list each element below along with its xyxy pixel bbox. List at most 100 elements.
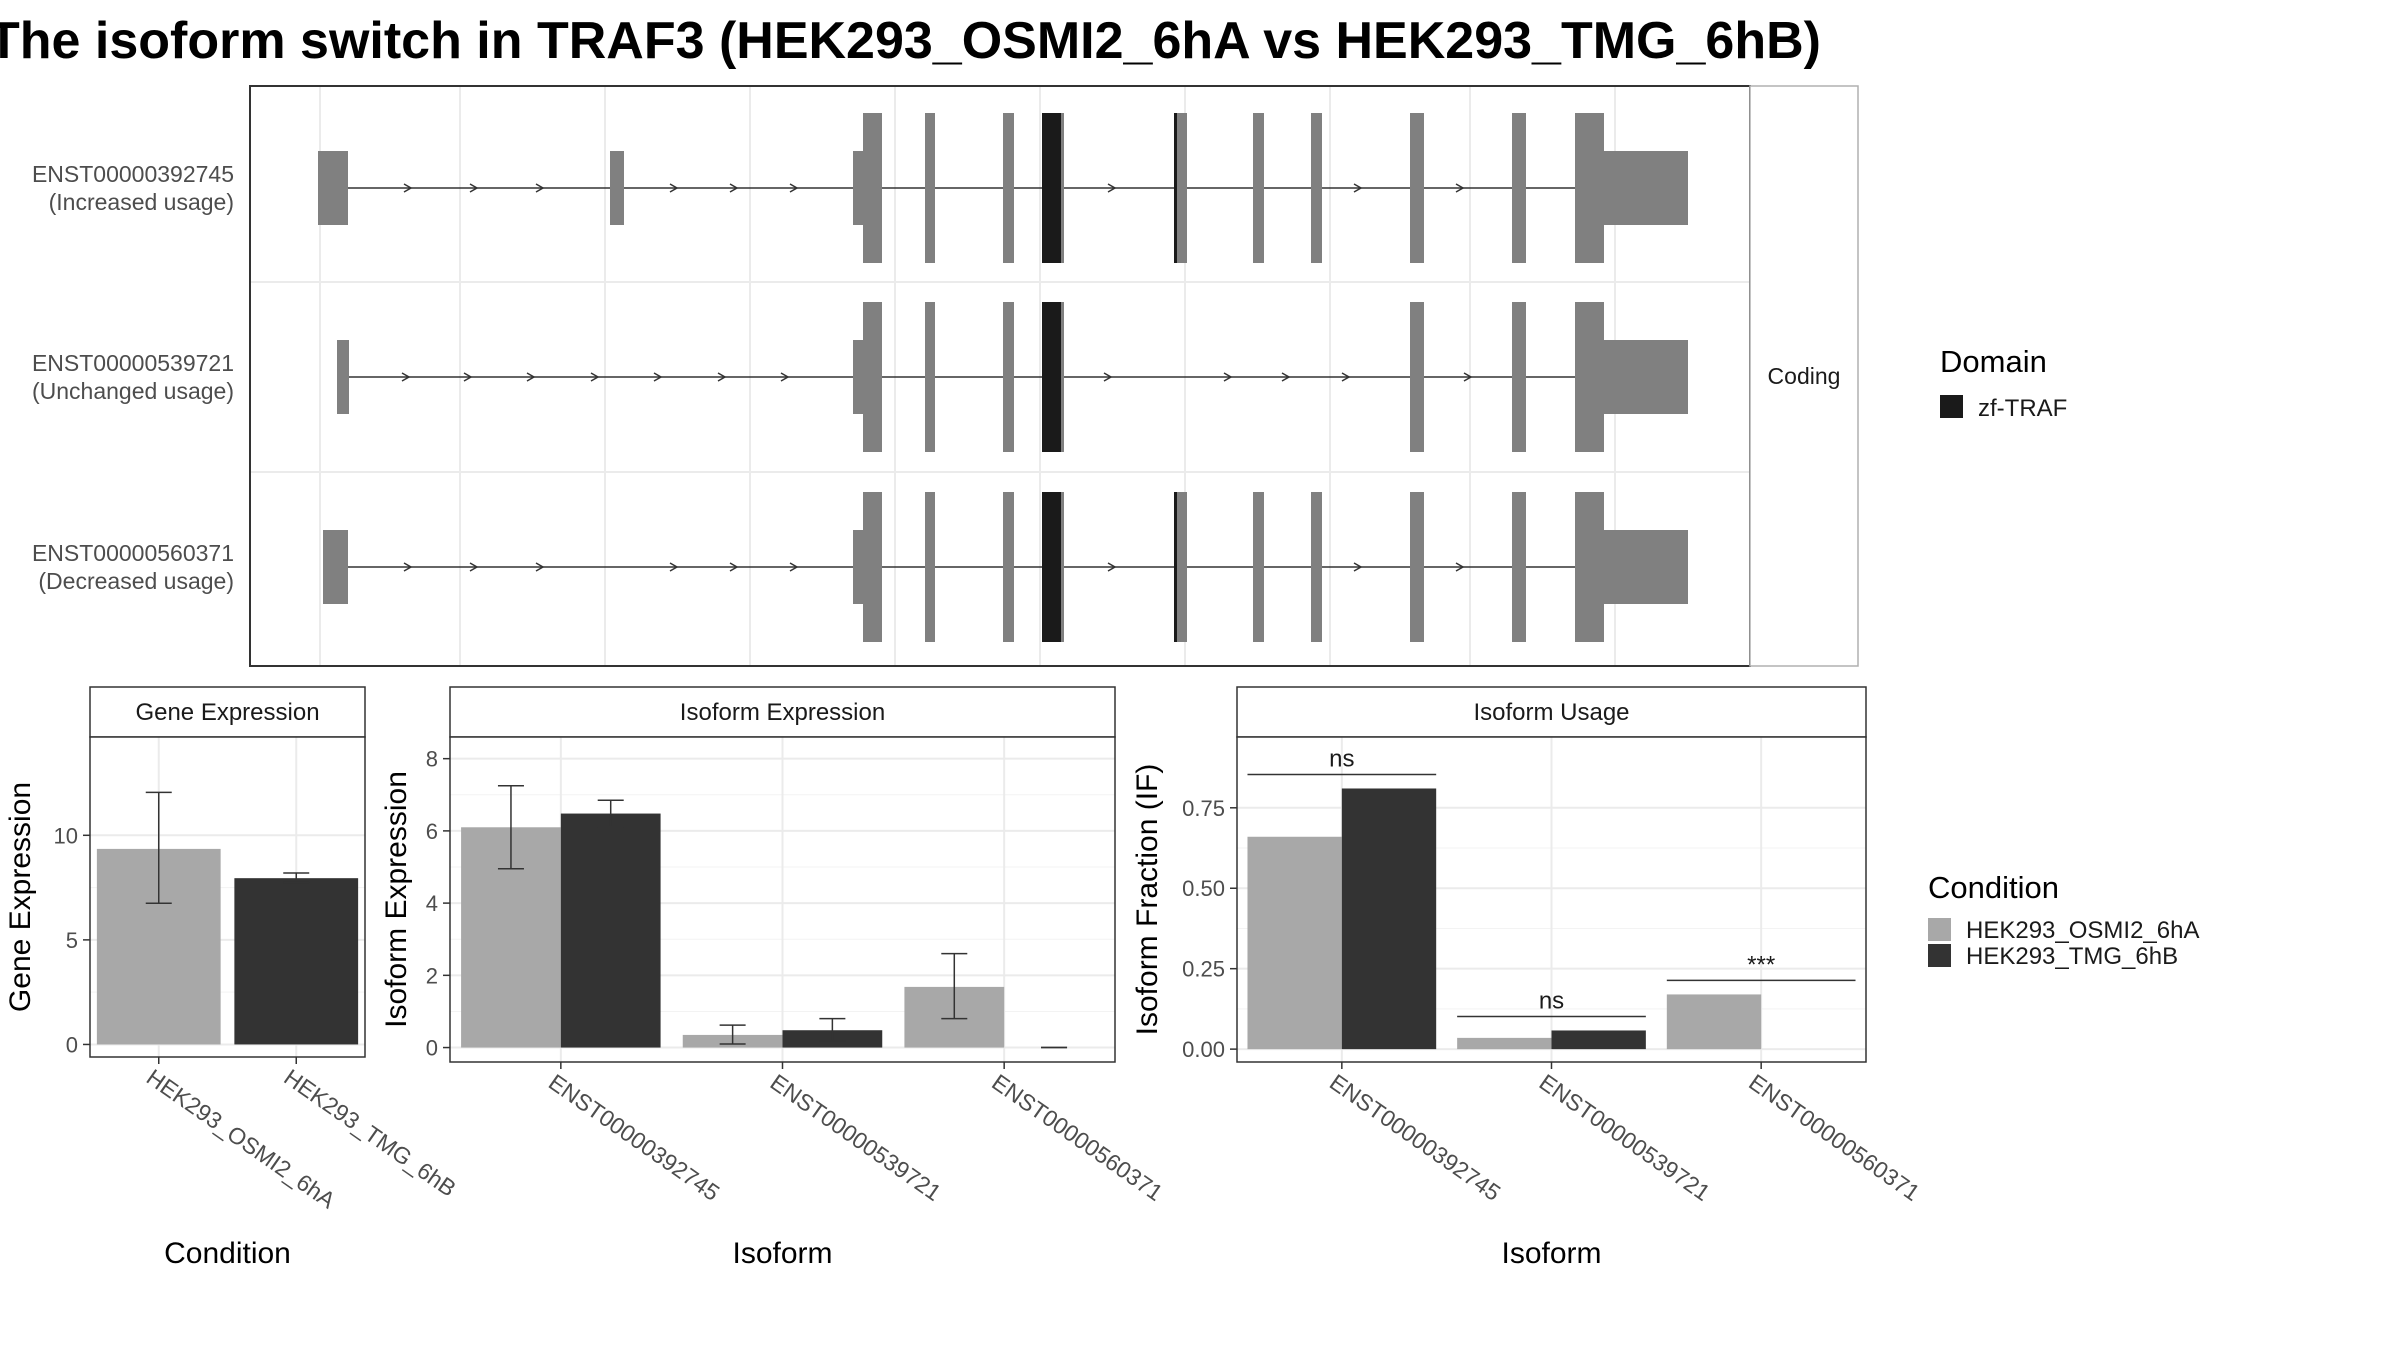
x-axis-title: Condition — [164, 1237, 291, 1270]
coding-exon-8 — [1512, 113, 1526, 263]
y-axis-title: Isoform Expression — [380, 771, 413, 1028]
coding-exon-6 — [1311, 492, 1322, 642]
panel-strip-title: Isoform Usage — [1473, 699, 1629, 726]
domain-zf-traf-edge — [1174, 492, 1177, 642]
intron-arrow-3 — [590, 372, 600, 382]
utr-exon-lead — [853, 151, 863, 225]
panel-strip — [449, 686, 1116, 738]
panel-strip — [1236, 686, 1867, 738]
structure-rows — [318, 113, 1688, 642]
utr-exon-3prime — [1600, 151, 1688, 225]
y-axis-title: Gene Expression — [4, 782, 37, 1012]
bar-HEK293_TMG_6hB-ENST00000392745 — [1341, 788, 1437, 1050]
ytick-label: 4 — [426, 891, 438, 916]
x-axis-title: Isoform — [732, 1237, 832, 1270]
coding-exon-7 — [1410, 492, 1424, 642]
coding-exon-1 — [925, 113, 935, 263]
ytick-label: 0.75 — [1182, 796, 1225, 821]
coding-exon-0 — [863, 302, 882, 452]
ytick-label: 6 — [426, 819, 438, 844]
facet-label: Coding — [1768, 363, 1841, 389]
bar-HEK293_OSMI2_6hA-ENST00000539721 — [1457, 1037, 1552, 1050]
intron-arrow-11 — [1463, 372, 1473, 382]
ytick-label: 0.50 — [1182, 876, 1225, 901]
intron-arrow-7 — [1353, 183, 1363, 193]
intron-arrow-7 — [1103, 372, 1113, 382]
y-axis-title: Isoform Fraction (IF) — [1131, 764, 1164, 1036]
utr-exon-lead — [853, 530, 863, 604]
intron-arrow-6 — [1107, 183, 1117, 193]
intron-arrow-3 — [669, 183, 679, 193]
intron-arrow-7 — [1353, 562, 1363, 572]
domain-zf-traf-edge — [1174, 113, 1177, 263]
intron-arrow-1 — [469, 562, 479, 572]
coding-exon-4 — [1174, 492, 1187, 642]
coding-exon-9 — [1575, 492, 1604, 642]
facet-strip — [1749, 85, 1859, 667]
utr-exon-1 — [610, 151, 624, 225]
intron-arrow-1 — [469, 183, 479, 193]
intron-arrow-0 — [403, 562, 413, 572]
figure-title: The isoform switch in TRAF3 (HEK293_OSMI… — [0, 12, 1821, 70]
intron-arrow-4 — [653, 372, 663, 382]
intron-arrow-9 — [1281, 372, 1291, 382]
intron-arrow-6 — [1107, 562, 1117, 572]
intron-arrow-4 — [729, 183, 739, 193]
coding-exon-4 — [1174, 113, 1187, 263]
bar-HEK293_TMG_6hB — [234, 878, 359, 1045]
condition-legend-key-b — [1928, 944, 1951, 967]
coding-exon-6 — [1311, 113, 1322, 263]
coding-exon-9 — [1575, 302, 1604, 452]
significance-label: ns — [1539, 987, 1564, 1014]
bar-HEK293_TMG_6hB-ENST00000392745 — [560, 813, 661, 1048]
structure-panel-bg — [249, 85, 1751, 667]
transcript-row-1 — [337, 302, 1688, 452]
coding-exon-1 — [925, 492, 935, 642]
coding-exon-0 — [863, 492, 882, 642]
condition-legend: Condition HEK293_OSMI2_6hA HEK293_TMG_6h… — [1928, 870, 2199, 970]
coding-exon-8 — [1512, 302, 1526, 452]
domain-zf-traf — [1042, 113, 1061, 263]
utr-exon-0 — [337, 340, 349, 414]
condition-legend-key-a — [1928, 918, 1951, 941]
transcript-row-2 — [323, 492, 1688, 642]
x-axis-title: Isoform — [1501, 1237, 1601, 1270]
intron-arrow-8 — [1223, 372, 1233, 382]
intron-arrow-6 — [780, 372, 790, 382]
domain-zf-traf — [1042, 492, 1061, 642]
intron-arrow-5 — [717, 372, 727, 382]
intron-arrow-5 — [789, 562, 799, 572]
utr-exon-0 — [318, 151, 348, 225]
panel-strip-title: Gene Expression — [135, 699, 319, 726]
condition-legend-title: Condition — [1928, 870, 2059, 905]
intron-arrow-2 — [526, 372, 536, 382]
panel-border — [89, 736, 366, 1058]
structure-ylabels: ENST00000392745(Increased usage) ENST0000… — [32, 161, 234, 594]
coding-exon-2 — [1003, 113, 1014, 263]
coding-exon-7 — [1410, 113, 1424, 263]
bar-HEK293_OSMI2_6hA-ENST00000560371 — [1666, 994, 1762, 1050]
intron-arrow-10 — [1341, 372, 1351, 382]
intron-arrow-0 — [403, 183, 413, 193]
utr-exon-lead — [853, 340, 863, 414]
ytick-label: 8 — [426, 747, 438, 772]
intron-arrow-8 — [1455, 562, 1465, 572]
coding-exon-9 — [1575, 113, 1604, 263]
ytick-label: 0 — [426, 1036, 438, 1061]
transcript-usage-label: (Increased usage) — [49, 189, 234, 215]
intron-arrow-4 — [729, 562, 739, 572]
ytick-label: 2 — [426, 963, 438, 988]
ytick-label: 0 — [66, 1032, 78, 1057]
transcript-id-label: ENST00000392745 — [32, 161, 234, 187]
transcript-id-label: ENST00000560371 — [32, 540, 234, 566]
bar-HEK293_TMG_6hB-ENST00000539721 — [1551, 1030, 1646, 1050]
coding-exon-5 — [1253, 113, 1264, 263]
bar-HEK293_OSMI2_6hA-ENST00000392745 — [1247, 836, 1342, 1050]
intron-arrow-3 — [669, 562, 679, 572]
utr-exon-0 — [323, 530, 348, 604]
coding-exon-2 — [1003, 492, 1014, 642]
coding-exon-8 — [1512, 492, 1526, 642]
intron-arrow-1 — [463, 372, 473, 382]
utr-exon-3prime — [1600, 340, 1688, 414]
